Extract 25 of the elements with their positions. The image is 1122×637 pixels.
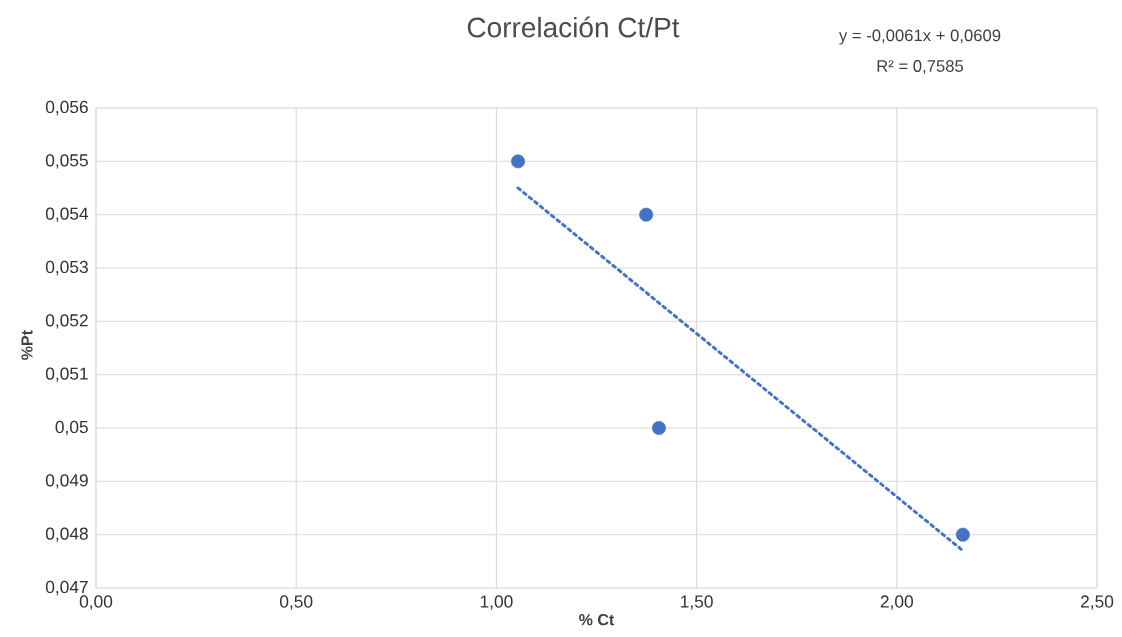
y-axis-title: %Pt: [21, 330, 33, 360]
x-tick-label: 2,00: [880, 595, 913, 610]
x-tick-label: 0,00: [79, 595, 113, 610]
y-tick-label: 0,054: [45, 207, 89, 222]
point: [652, 421, 666, 435]
x-tick-label: 2,50: [1081, 595, 1114, 610]
x-tick-label: 0,50: [280, 595, 313, 610]
x-tick-label: 1,50: [681, 595, 713, 610]
y-tick-label: 0,053: [45, 260, 88, 276]
y-tick-label: 0,048: [45, 527, 88, 542]
y-tick-label: 0,051: [45, 367, 88, 382]
text: y = -0,0061x + 0,0609: [838, 29, 1001, 45]
chart-title: Correlación Ct/Pt: [467, 16, 680, 38]
point: [639, 207, 654, 222]
point: [955, 527, 970, 542]
y-tick-label: 0,05: [55, 420, 88, 436]
point: [511, 154, 525, 169]
text: R² = 0,7585: [877, 60, 964, 74]
y-tick-label: 0,049: [45, 474, 88, 489]
x-tick-label: 1,00: [480, 595, 513, 610]
x-axis-title: % Ct: [579, 614, 615, 626]
y-tick-label: 0,055: [45, 154, 88, 169]
y-tick-label: 0,056: [45, 100, 88, 116]
y-tick-label: 0,052: [45, 314, 88, 329]
y-tick-label: 0,047: [45, 580, 88, 596]
